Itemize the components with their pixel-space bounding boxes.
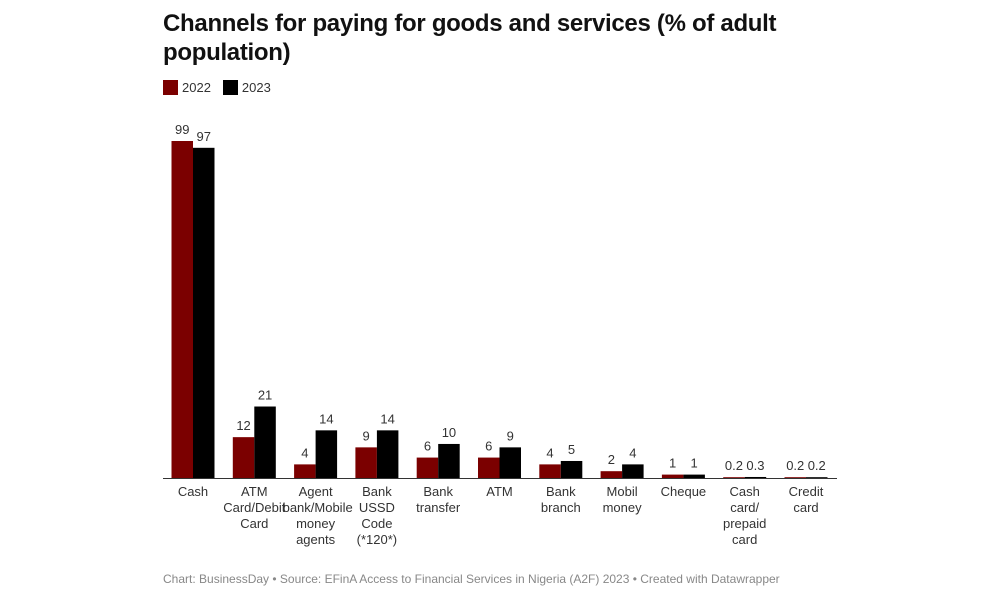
data-label-2022-2: 4 — [301, 445, 308, 460]
data-label-2023-10: 0.2 — [808, 458, 826, 473]
data-label-2022-8: 1 — [669, 456, 676, 471]
bar-2023-8 — [683, 474, 705, 478]
category-label-4: Bank transfer — [416, 484, 461, 515]
data-label-2023-1: 21 — [258, 388, 272, 403]
bar-2022-3 — [355, 447, 377, 478]
legend-label-2022: 2022 — [182, 80, 211, 95]
category-label-7: Mobil money — [602, 484, 642, 515]
data-label-2022-3: 9 — [363, 428, 370, 443]
data-label-2023-9: 0.3 — [746, 458, 764, 473]
bar-2022-1 — [232, 437, 255, 478]
data-label-2022-10: 0.2 — [786, 458, 804, 473]
category-label-2: Agent bank/Mobile money agents — [282, 484, 353, 547]
data-label-2022-4: 6 — [424, 439, 431, 454]
bar-2022-4 — [416, 457, 439, 478]
bar-2023-5 — [499, 447, 521, 478]
bar-2023-6 — [560, 460, 583, 478]
chart-footer: Chart: BusinessDay • Source: EFinA Acces… — [163, 572, 780, 586]
bar-2023-0 — [193, 147, 215, 478]
legend-swatch-2022 — [163, 80, 178, 95]
category-label-6: Bank branch — [540, 484, 581, 515]
data-label-2023-5: 9 — [507, 428, 514, 443]
data-label-2022-6: 4 — [546, 445, 553, 460]
data-label-2023-0: 97 — [197, 129, 211, 144]
bar-2023-10 — [806, 477, 828, 478]
bar-2022-6 — [539, 464, 561, 478]
bar-2023-4 — [438, 443, 460, 478]
data-label-2023-2: 14 — [319, 411, 333, 426]
category-label-0: Cash — [177, 484, 209, 499]
bar-2022-9 — [723, 477, 745, 478]
bar-2022-7 — [600, 471, 623, 478]
bar-2023-7 — [622, 464, 644, 478]
category-label-5: ATM — [486, 484, 513, 499]
data-label-2022-1: 12 — [236, 418, 250, 433]
bar-2023-3 — [376, 430, 399, 478]
category-label-8: Cheque — [660, 484, 707, 499]
data-label-2022-0: 99 — [175, 122, 189, 137]
bar-2023-1 — [254, 406, 276, 478]
data-label-2022-9: 0.2 — [725, 458, 743, 473]
data-label-2023-4: 10 — [442, 425, 456, 440]
legend: 2022 2023 — [163, 80, 271, 95]
bar-2022-10 — [784, 477, 806, 478]
bar-2022-8 — [661, 474, 684, 478]
legend-item-2022: 2022 — [163, 80, 211, 95]
bar-2023-9 — [744, 476, 767, 478]
bar-2023-2 — [315, 430, 338, 478]
legend-label-2023: 2023 — [241, 80, 271, 95]
category-label-9: Cash card/ prepaid card — [723, 484, 767, 547]
bar-2022-5 — [478, 457, 500, 478]
category-label-3: Bank USSD Code (*120*) — [356, 484, 398, 547]
chart-title: Channels for paying for goods and servic… — [163, 10, 777, 66]
data-label-2023-7: 4 — [629, 445, 636, 460]
bar-2022-0 — [171, 141, 193, 478]
data-label-2022-7: 2 — [608, 452, 615, 467]
category-label-10: Credit card — [788, 484, 824, 515]
category-label-1: ATM Card/Debit Card — [223, 484, 286, 531]
data-label-2023-3: 14 — [380, 411, 394, 426]
data-label-2022-5: 6 — [485, 439, 492, 454]
legend-swatch-2023 — [222, 80, 238, 95]
legend-item-2023: 2023 — [222, 80, 271, 95]
bar-2022-2 — [294, 464, 316, 478]
data-label-2023-6: 5 — [568, 442, 575, 457]
data-label-2023-8: 1 — [691, 456, 698, 471]
